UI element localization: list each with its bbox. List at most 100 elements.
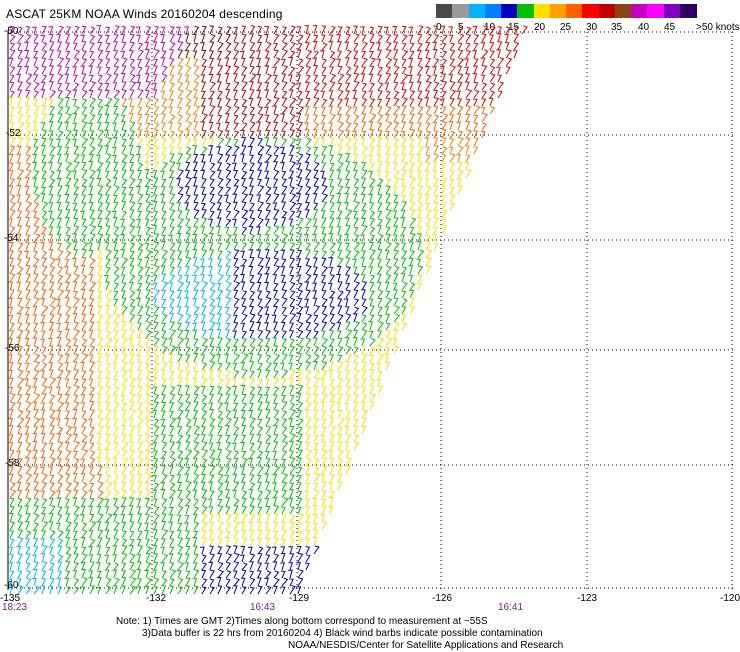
wind-barb xyxy=(41,129,48,139)
wind-barb xyxy=(336,402,342,411)
wind-barb xyxy=(8,330,14,339)
wind-barb xyxy=(313,385,319,395)
wind-barb xyxy=(48,138,54,147)
wind-barb xyxy=(8,562,13,571)
wind-barb xyxy=(280,570,286,579)
wind-barb xyxy=(456,121,462,131)
wind-barb xyxy=(321,354,327,363)
wind-barb xyxy=(153,561,159,571)
wind-barb xyxy=(105,458,110,467)
wind-barb xyxy=(169,538,175,547)
wind-barb xyxy=(193,425,201,435)
wind-barb xyxy=(97,449,103,459)
wind-barb xyxy=(257,506,263,515)
wind-barb xyxy=(217,265,223,275)
wind-barb xyxy=(65,281,70,291)
wind-barb xyxy=(161,498,168,507)
wind-barb xyxy=(113,249,119,259)
wind-barb xyxy=(304,281,310,291)
wind-barb xyxy=(265,337,271,347)
wind-barb xyxy=(241,89,247,99)
wind-barb xyxy=(241,65,248,75)
wind-barb xyxy=(393,194,399,203)
wind-barb xyxy=(209,186,216,195)
wind-barb xyxy=(200,242,206,251)
wind-barb xyxy=(281,306,287,315)
wind-barb xyxy=(113,465,118,475)
wind-barb xyxy=(209,425,215,435)
wind-barb xyxy=(208,529,214,539)
wind-barb xyxy=(240,577,246,587)
wind-barb xyxy=(193,265,200,275)
wind-barb xyxy=(129,257,135,267)
wind-barb xyxy=(225,586,232,595)
wind-barb xyxy=(104,170,110,179)
wind-barb xyxy=(305,546,311,555)
wind-barb xyxy=(360,26,365,35)
wind-barb xyxy=(169,90,174,99)
wind-barb xyxy=(408,34,414,43)
wind-barb xyxy=(32,305,38,315)
wind-barb xyxy=(273,553,280,563)
wind-barb xyxy=(97,89,103,99)
wind-barb xyxy=(72,89,78,99)
wind-barb xyxy=(400,114,406,123)
wind-barb xyxy=(201,217,208,227)
wind-barb xyxy=(8,185,14,195)
wind-barb xyxy=(384,138,390,147)
wind-barb xyxy=(185,105,192,115)
wind-barb xyxy=(233,81,240,91)
wind-barb xyxy=(169,226,175,235)
wind-barb xyxy=(105,97,113,107)
wind-barb xyxy=(424,193,430,203)
wind-barb xyxy=(160,33,165,43)
wind-barb xyxy=(305,473,311,483)
wind-barb xyxy=(297,34,304,43)
wind-barb xyxy=(257,41,263,51)
wind-barb xyxy=(24,186,30,195)
wind-barb xyxy=(208,121,214,131)
wind-barb xyxy=(312,504,318,515)
wind-barb xyxy=(401,281,408,291)
wind-barb xyxy=(327,482,333,491)
wind-barb xyxy=(55,418,61,427)
wind-barb xyxy=(369,217,375,227)
wind-barb xyxy=(168,98,174,107)
wind-barb xyxy=(56,322,62,331)
wind-barb xyxy=(392,338,398,347)
wind-barb xyxy=(368,90,373,99)
wind-barb xyxy=(273,530,278,539)
wind-barb xyxy=(464,81,470,91)
wind-barb xyxy=(136,74,141,83)
wind-barb xyxy=(153,65,158,75)
wind-barb xyxy=(256,73,261,83)
wind-barb xyxy=(417,217,422,227)
wind-barb xyxy=(97,193,103,203)
wind-barb xyxy=(249,73,257,83)
wind-barb xyxy=(224,113,230,123)
wind-barb xyxy=(361,217,366,227)
wind-barb xyxy=(249,154,254,163)
wind-barb xyxy=(8,297,13,307)
wind-barb xyxy=(201,305,207,315)
wind-barb xyxy=(129,177,136,187)
wind-barb xyxy=(33,281,40,291)
wind-barb xyxy=(153,233,160,243)
wind-barb xyxy=(120,114,126,123)
wind-barb xyxy=(64,153,69,163)
wind-barb xyxy=(169,441,176,451)
wind-barb xyxy=(208,561,214,571)
wind-barb xyxy=(121,385,127,395)
wind-barb xyxy=(209,578,215,587)
wind-barb xyxy=(161,289,166,299)
wind-barb xyxy=(345,410,352,419)
wind-barb xyxy=(449,162,455,171)
wind-barb xyxy=(201,513,208,523)
wind-barb xyxy=(81,386,87,395)
wind-barb xyxy=(193,97,199,107)
wind-barb xyxy=(465,89,473,99)
wind-barb xyxy=(416,122,422,131)
wind-barb xyxy=(25,473,33,483)
wind-barb xyxy=(161,113,166,123)
wind-barb xyxy=(192,536,198,547)
